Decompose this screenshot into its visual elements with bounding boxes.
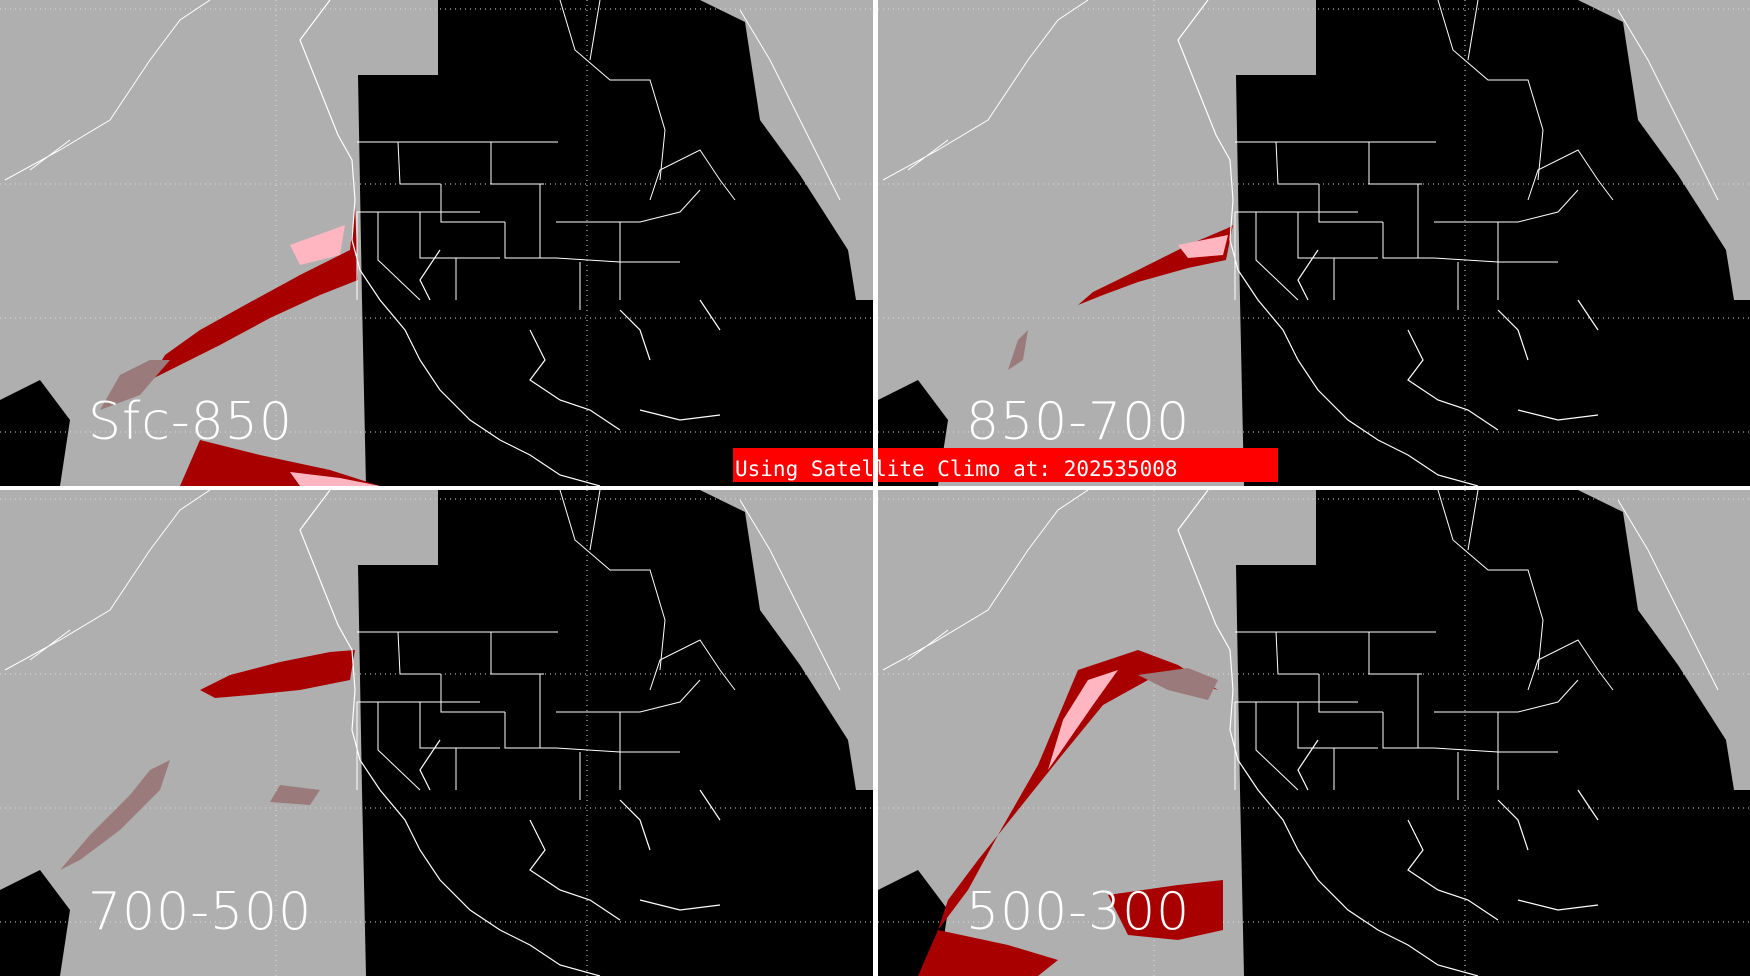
state-boundary (556, 189, 701, 223)
clear-sky-region (0, 380, 70, 486)
state-boundary (1527, 639, 1614, 691)
state-boundary (504, 222, 556, 259)
panel-700-500: 700-500 (0, 490, 873, 976)
coastline (299, 490, 721, 976)
coastline (1177, 0, 1599, 486)
satellite-climo-banner: Using Satellite Climo at: 202535008 (733, 448, 1278, 482)
moisture-area (1048, 670, 1118, 770)
clear-sky-region (358, 490, 873, 976)
canada-boundary (559, 0, 841, 201)
clear-sky-region (1236, 0, 1750, 486)
moisture-area (100, 360, 170, 410)
state-boundary (1255, 702, 1299, 791)
state-boundary (1275, 631, 1318, 675)
moisture-area (1138, 668, 1218, 700)
panel-label: 500-300 (966, 882, 1191, 942)
state-boundary (440, 674, 505, 713)
state-boundary (490, 632, 544, 675)
panel-850-700: 850-700 (878, 0, 1750, 486)
clear-sky-region (0, 870, 70, 976)
state-boundary (1318, 674, 1383, 713)
state-boundary (419, 212, 500, 259)
moisture-area (150, 205, 358, 380)
map-700-500 (0, 490, 873, 976)
state-boundary (504, 712, 556, 749)
coastline (1177, 490, 1599, 976)
moisture-area (270, 785, 320, 805)
state-boundary (1297, 702, 1378, 749)
horizontal-divider (0, 486, 1750, 490)
state-boundary (649, 639, 736, 691)
moisture-area (290, 225, 345, 265)
state-boundary (1368, 632, 1422, 675)
panel-sfc-850: Sfc-850 (0, 0, 873, 486)
state-boundary (440, 184, 505, 223)
moisture-area (1108, 880, 1223, 940)
moisture-area (290, 472, 380, 486)
alaska-coastline (4, 0, 211, 181)
state-boundary (1297, 212, 1378, 259)
moisture-area (1178, 235, 1228, 258)
alaska-coastline (4, 490, 211, 671)
state-boundary (490, 142, 544, 185)
moisture-area (60, 760, 170, 870)
alaska-coastline (882, 0, 1089, 181)
coastline (299, 0, 721, 486)
state-boundary (1527, 149, 1614, 201)
state-boundary (377, 702, 421, 791)
clear-sky-region (1236, 490, 1750, 976)
moisture-area (200, 650, 355, 698)
alaska-coastline (882, 490, 1089, 671)
state-boundary (397, 141, 440, 185)
canada-boundary (1437, 490, 1719, 691)
panel-label: Sfc-850 (88, 392, 293, 452)
state-boundary (1255, 212, 1299, 301)
state-boundary (556, 679, 701, 713)
panel-500-300: 500-300 (878, 490, 1750, 976)
state-boundary (1434, 679, 1579, 713)
moisture-area (1008, 330, 1028, 370)
map-sfc-850 (0, 0, 873, 486)
state-boundary (377, 212, 421, 301)
moisture-area (918, 930, 1058, 976)
moisture-area (180, 440, 380, 486)
state-boundary (1275, 141, 1318, 185)
state-boundary (397, 631, 440, 675)
state-boundary (1382, 222, 1434, 259)
panel-label: 700-500 (88, 882, 313, 942)
state-boundary (419, 702, 500, 749)
state-boundary (649, 149, 736, 201)
canada-boundary (1437, 0, 1719, 201)
state-boundary (1382, 712, 1434, 749)
map-500-300 (878, 490, 1750, 976)
state-boundary (1318, 184, 1383, 223)
clear-sky-region (358, 0, 873, 486)
state-boundary (1434, 189, 1579, 223)
moisture-area (1078, 225, 1233, 305)
canada-boundary (559, 490, 841, 691)
panel-label: 850-700 (966, 392, 1191, 452)
state-boundary (1368, 142, 1422, 185)
